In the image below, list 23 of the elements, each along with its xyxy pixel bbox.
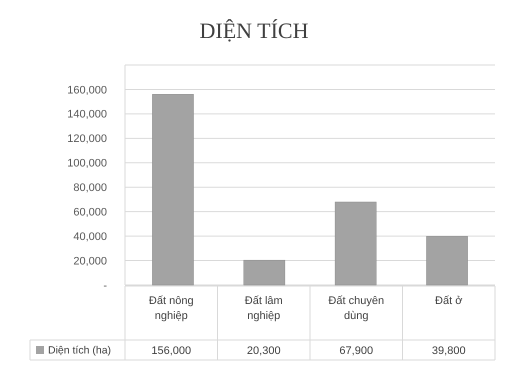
y-tick-label: 60,000	[73, 206, 107, 219]
data-label: 20,300	[246, 344, 281, 357]
bar	[426, 236, 468, 286]
data-label: 156,000	[151, 344, 192, 357]
data-label: 39,800	[432, 344, 466, 357]
y-tick-label: 160,000	[67, 84, 107, 96]
data-label: 67,900	[339, 344, 374, 357]
y-tick-label: -	[103, 280, 108, 292]
x-tick-label: Đất chuyên dùng	[328, 295, 384, 322]
y-tick-label: 100,000	[67, 158, 107, 170]
y-tick-label: 20,000	[73, 255, 107, 268]
x-tick-label: Đất lâm nghiệp	[244, 295, 283, 322]
bar	[244, 260, 286, 286]
y-tick-label: 40,000	[73, 230, 107, 243]
y-tick-label: 80,000	[73, 182, 107, 194]
x-tick-label: Đất nông nghiệp	[148, 295, 194, 322]
x-tick-label: Đất ở	[435, 295, 462, 307]
bar	[334, 202, 376, 286]
y-tick-label: 120,000	[67, 133, 107, 146]
chart-title: DIỆN TÍCH	[200, 18, 309, 43]
y-tick-label: 140,000	[67, 108, 107, 121]
bar	[152, 94, 194, 286]
legend-label: Diện tích (ha)	[48, 344, 112, 357]
